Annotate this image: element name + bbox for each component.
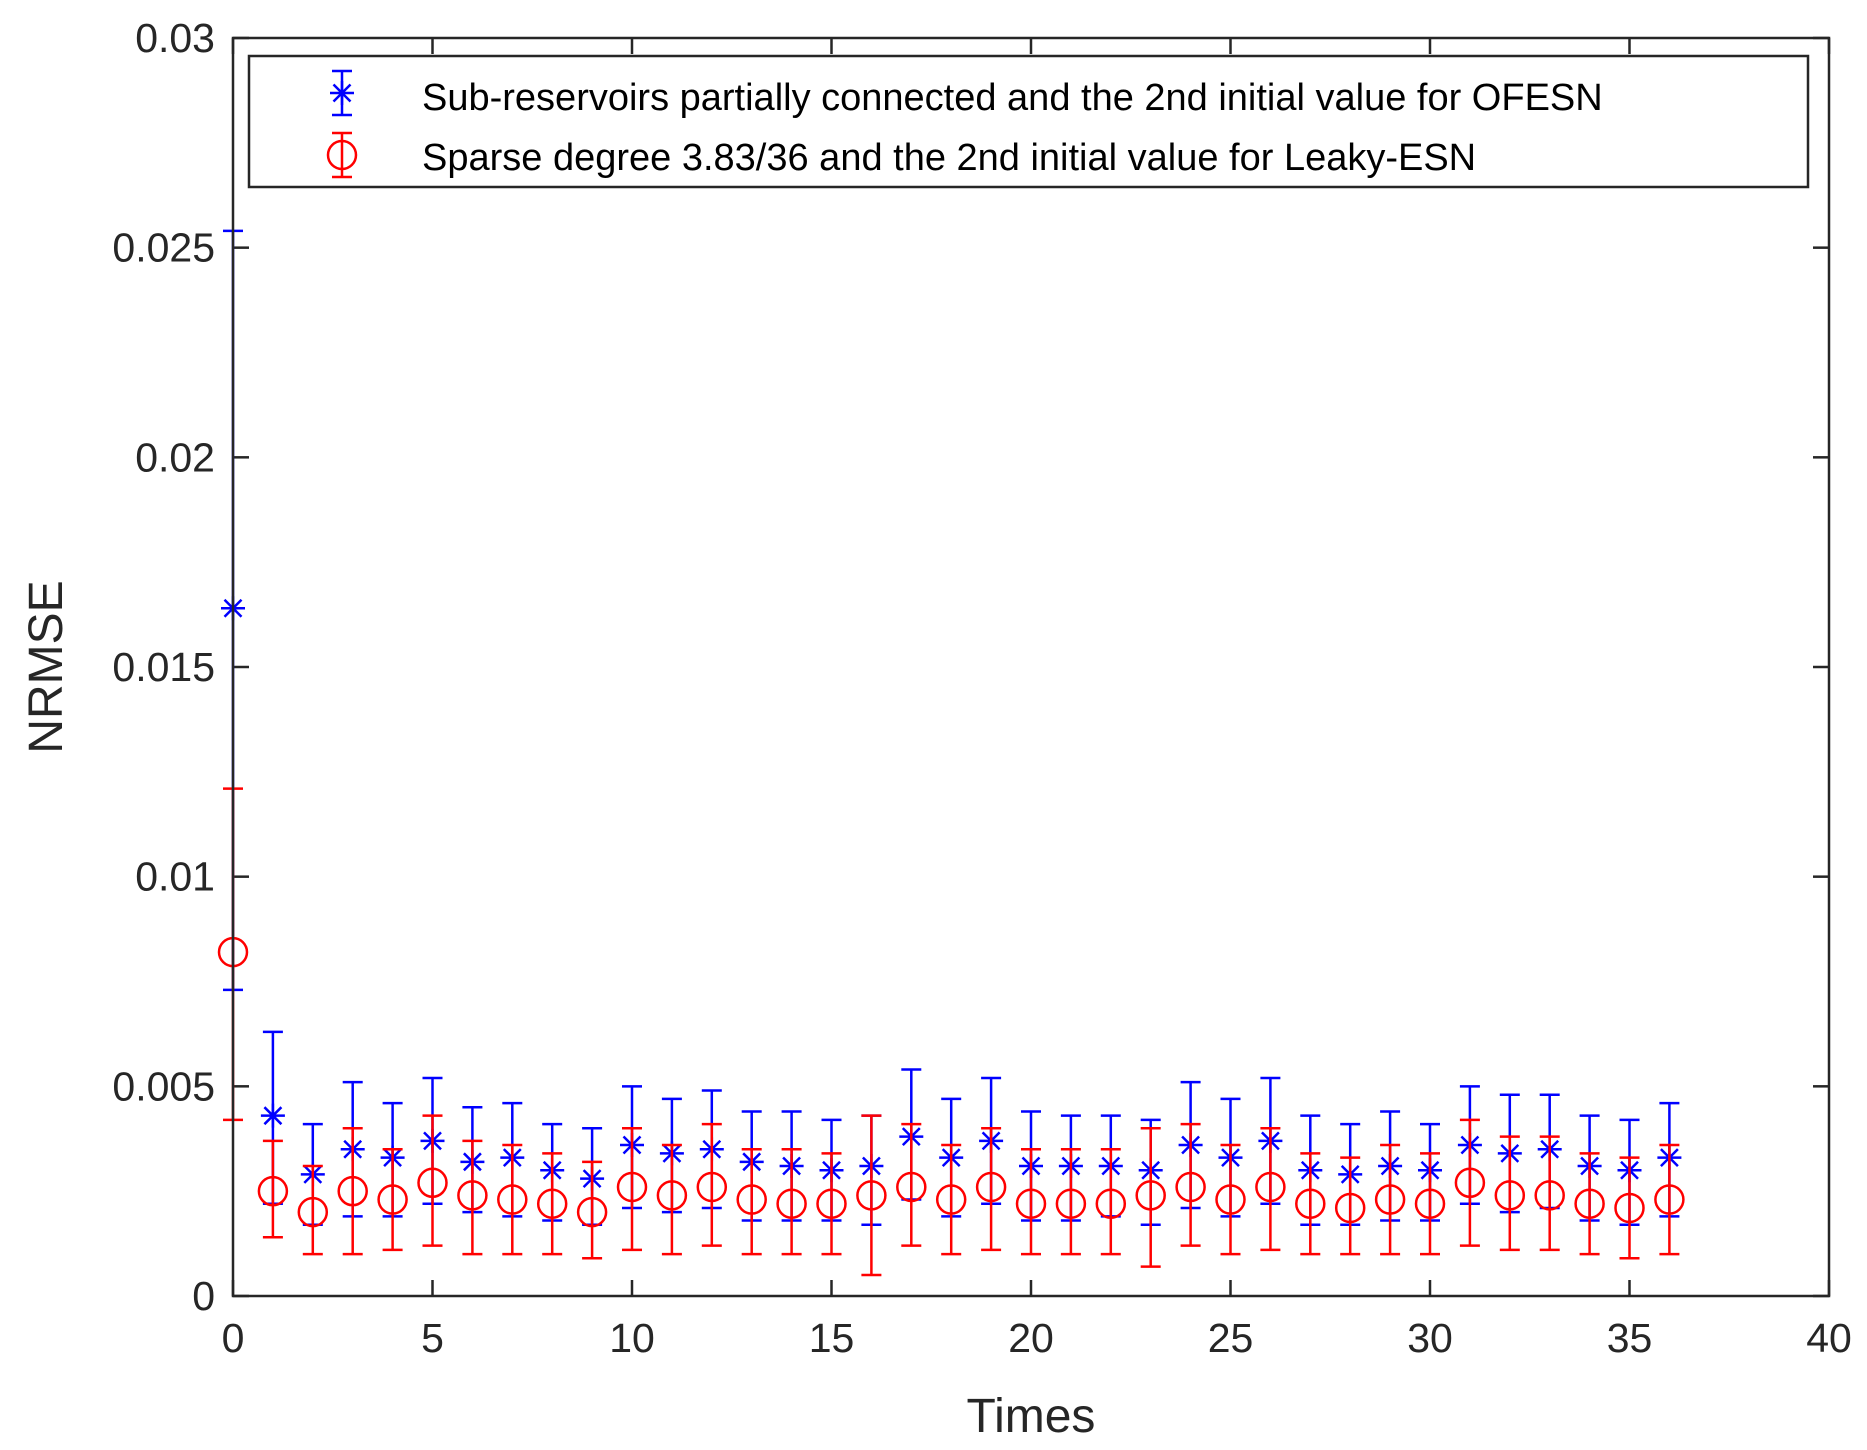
data-point-circle bbox=[736, 1184, 767, 1215]
data-point-circle bbox=[1175, 1171, 1206, 1203]
legend: Sub-reservoirs partially connected and t… bbox=[247, 54, 1810, 189]
axes-box bbox=[231, 36, 1831, 1298]
data-point-circle bbox=[1095, 1188, 1127, 1219]
x-tick-labels: 0 5 10 15 20 25 30 35 40 bbox=[222, 1315, 1852, 1361]
x-tick-label: 5 bbox=[421, 1315, 444, 1361]
data-point-circle bbox=[1215, 1184, 1246, 1215]
y-tick-labels: 0 0.005 0.01 0.015 0.02 0.025 0.03 bbox=[112, 15, 215, 1319]
y-tick-label: 0.01 bbox=[135, 854, 215, 900]
x-axis-title: Times bbox=[967, 1390, 1096, 1443]
data-point-circle bbox=[1135, 1180, 1166, 1211]
x-tick-label: 10 bbox=[609, 1315, 655, 1361]
data-point-circle bbox=[616, 1171, 648, 1203]
data-point-circle bbox=[1374, 1184, 1406, 1215]
legend-marker-asterisk bbox=[330, 81, 354, 105]
x-tick-label: 25 bbox=[1208, 1315, 1254, 1361]
data-point-circle bbox=[457, 1180, 488, 1211]
data-point-circle bbox=[1334, 1192, 1366, 1224]
x-tick-label: 15 bbox=[809, 1315, 855, 1361]
data-point-circle bbox=[576, 1196, 608, 1228]
data-point-circle bbox=[816, 1188, 847, 1219]
data-point-circle bbox=[1574, 1188, 1605, 1219]
y-tick-label: 0.025 bbox=[112, 225, 215, 271]
y-axis-title: NRMSE bbox=[20, 580, 73, 753]
data-point-circle bbox=[856, 1180, 887, 1211]
data-point-circle bbox=[1614, 1192, 1645, 1224]
x-tick-label: 30 bbox=[1407, 1315, 1453, 1361]
data-point-circle bbox=[1255, 1171, 1286, 1203]
data-point-circle bbox=[417, 1167, 448, 1199]
legend-box bbox=[247, 54, 1810, 189]
data-point-circle bbox=[1454, 1167, 1486, 1199]
y-tick-label: 0.03 bbox=[135, 15, 215, 61]
data-point-circle bbox=[696, 1171, 728, 1203]
data-point-circle bbox=[896, 1171, 927, 1203]
data-point-circle bbox=[1295, 1188, 1326, 1219]
y-tick-label: 0.02 bbox=[135, 434, 215, 480]
y-tick-label: 0.005 bbox=[112, 1063, 215, 1109]
y-tick-label: 0.015 bbox=[112, 644, 215, 690]
data-point-circle bbox=[297, 1196, 329, 1228]
legend-sample-ofesn bbox=[330, 69, 354, 117]
data-point-circle bbox=[935, 1184, 967, 1215]
y-tick-label: 0 bbox=[192, 1273, 215, 1319]
data-point-circle bbox=[497, 1184, 528, 1215]
data-point-circle bbox=[257, 1175, 289, 1207]
data-point-circle bbox=[337, 1175, 368, 1207]
data-point-circle bbox=[1055, 1188, 1087, 1219]
data-point-circle bbox=[656, 1180, 688, 1211]
x-tick-label: 35 bbox=[1607, 1315, 1653, 1361]
data-point-circle bbox=[776, 1188, 807, 1219]
plot-area bbox=[233, 38, 1829, 1296]
data-point-circle bbox=[1534, 1180, 1565, 1211]
data-point-circle bbox=[1494, 1180, 1526, 1211]
x-tick-label: 0 bbox=[222, 1315, 245, 1361]
data-point-asterisk bbox=[260, 1103, 285, 1128]
legend-label-leaky-esn: Sparse degree 3.83/36 and the 2nd initia… bbox=[422, 137, 1476, 179]
data-point-circle bbox=[975, 1171, 1007, 1203]
data-point-circle bbox=[377, 1184, 408, 1215]
data-point-circle bbox=[1015, 1188, 1047, 1219]
data-point-circle bbox=[536, 1188, 568, 1219]
legend-sample-leaky-esn bbox=[326, 131, 358, 179]
legend-label-ofesn: Sub-reservoirs partially connected and t… bbox=[422, 77, 1603, 119]
data-point-circle bbox=[1654, 1184, 1685, 1215]
legend-marker-circle bbox=[326, 139, 358, 171]
x-tick-label: 40 bbox=[1806, 1315, 1852, 1361]
series-layer bbox=[217, 229, 1685, 1277]
data-point-circle bbox=[1414, 1188, 1446, 1219]
x-tick-label: 20 bbox=[1008, 1315, 1054, 1361]
